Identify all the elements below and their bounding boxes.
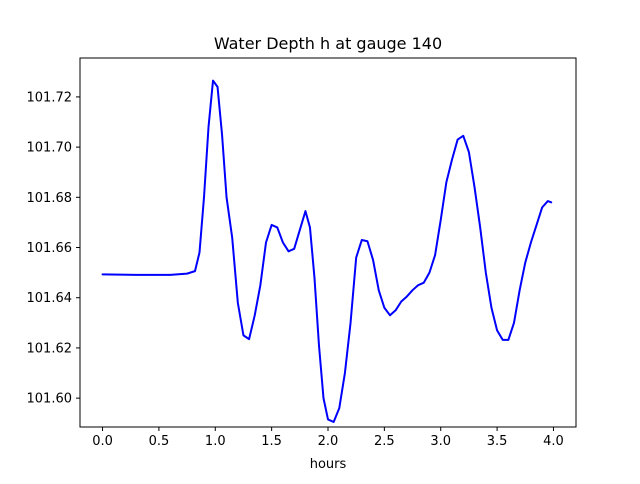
x-tick-label: 4.0	[543, 434, 564, 449]
x-tick-label: 0.0	[92, 434, 113, 449]
water-depth-line	[101, 79, 553, 423]
x-tick-label: 3.5	[487, 434, 508, 449]
x-tick-label: 2.5	[374, 434, 395, 449]
x-axis-ticks: 0.0 0.5 1.0 1.5 2.0 2.5 3.0 3.5 4.0	[92, 427, 564, 449]
y-tick-label: 101.70	[27, 141, 73, 156]
y-tick-label: 101.66	[27, 241, 73, 256]
y-tick-label: 101.62	[27, 341, 73, 356]
x-axis-label: hours	[310, 457, 347, 472]
plot-axes: 0.0 0.5 1.0 1.5 2.0 2.5 3.0 3.5 4.0 101.60 101.62…	[27, 57, 577, 449]
chart-title: Water Depth h at gauge 140	[214, 34, 442, 53]
x-tick-label: 0.5	[149, 434, 170, 449]
y-tick-label: 101.68	[27, 191, 73, 206]
x-tick-label: 3.0	[430, 434, 451, 449]
x-tick-label: 2.0	[318, 434, 339, 449]
y-tick-label: 101.60	[27, 392, 73, 407]
x-tick-label: 1.0	[205, 434, 226, 449]
x-tick-label: 1.5	[261, 434, 282, 449]
y-tick-label: 101.72	[27, 90, 73, 105]
y-axis-ticks: 101.60 101.62 101.64 101.66 101.68 101.70 101.…	[27, 90, 80, 407]
y-tick-label: 101.64	[27, 291, 73, 306]
